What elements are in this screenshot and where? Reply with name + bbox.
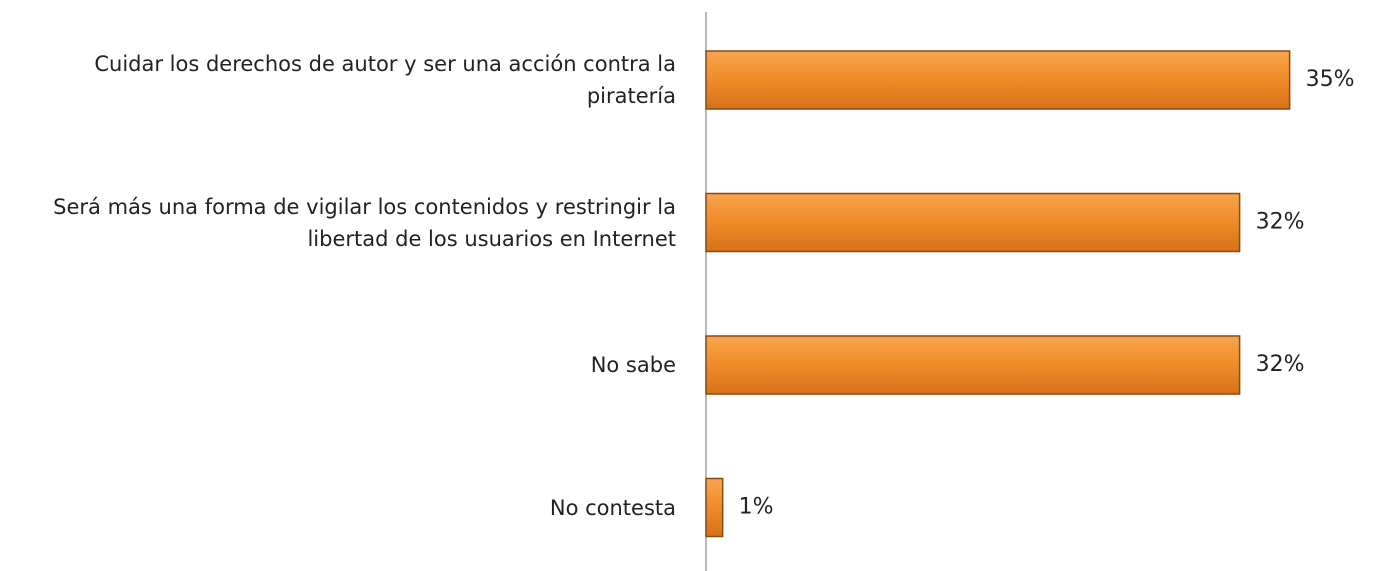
bar <box>705 477 724 538</box>
bar <box>705 335 1241 395</box>
value-label: 32% <box>1256 210 1305 235</box>
value-label: 35% <box>1306 67 1355 92</box>
value-label: 32% <box>1256 352 1305 377</box>
category-label: No contesta <box>549 495 676 520</box>
category-label: Cuidar los derechos de autor y ser una a… <box>94 52 676 108</box>
category-label: No sabe <box>590 353 676 377</box>
bar <box>705 192 1241 253</box>
value-label: 1% <box>739 495 774 520</box>
bar <box>705 50 1291 110</box>
category-label: Será más una forma de vigilar los conten… <box>53 194 676 251</box>
